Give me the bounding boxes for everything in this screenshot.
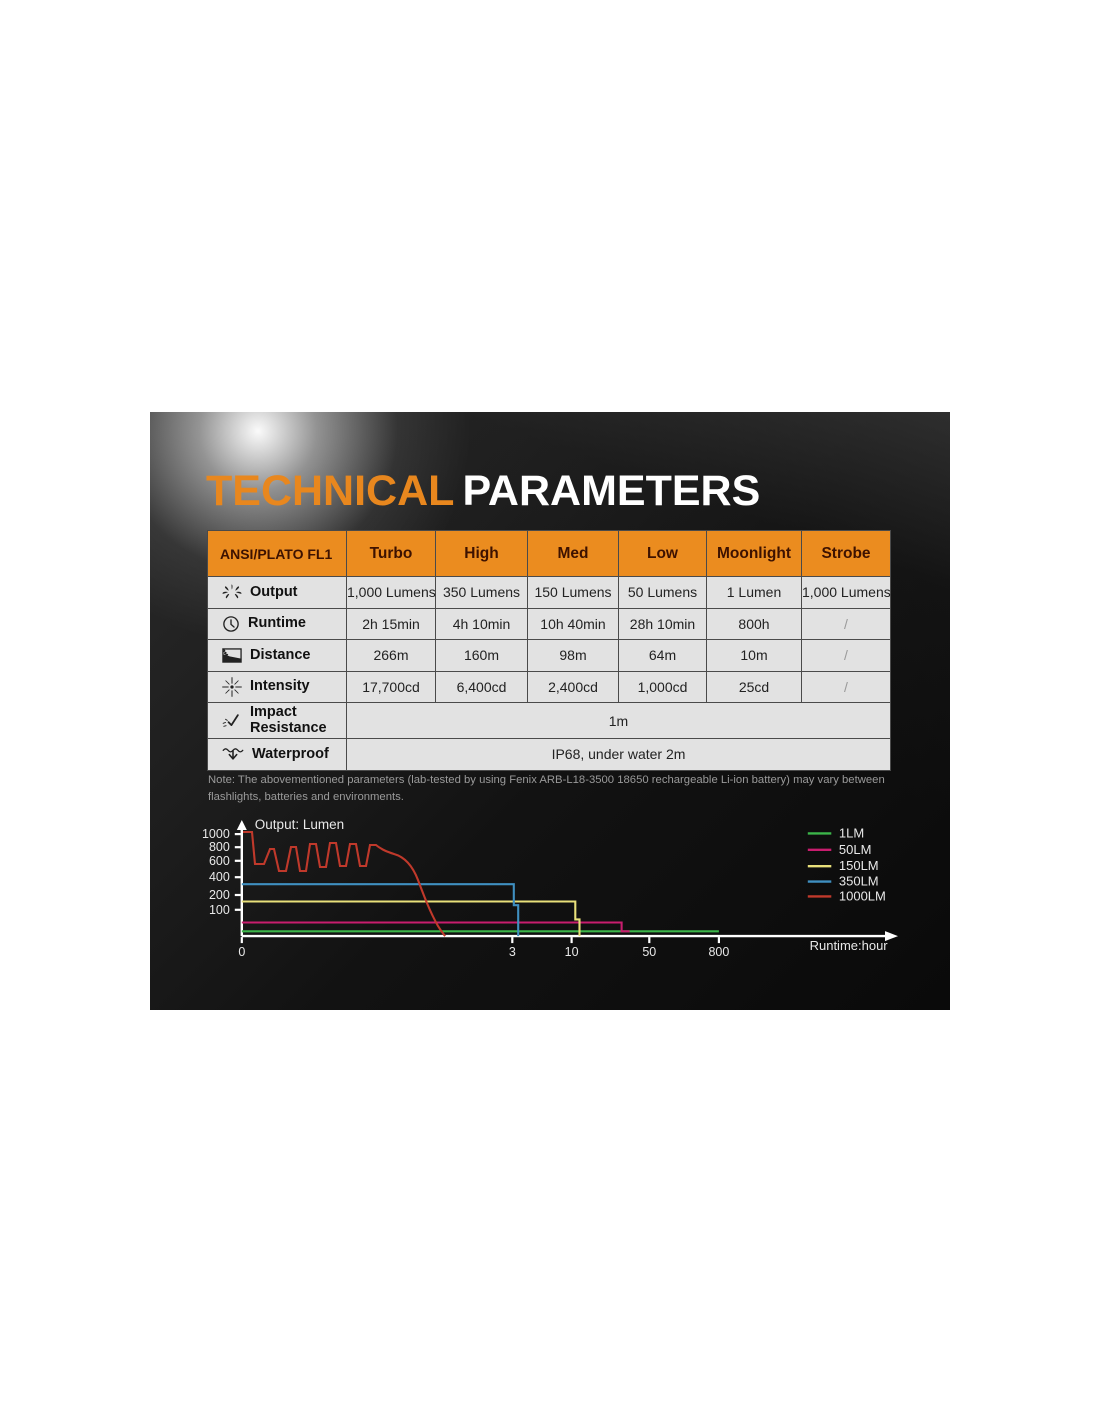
svg-text:600: 600 (209, 854, 230, 868)
svg-text:3: 3 (509, 945, 516, 959)
svg-text:200: 200 (209, 888, 230, 902)
svg-text:100: 100 (209, 903, 230, 917)
svg-text:400: 400 (209, 870, 230, 884)
svg-text:1LM: 1LM (839, 825, 864, 840)
svg-text:50: 50 (642, 945, 656, 959)
svg-text:0: 0 (238, 945, 245, 959)
svg-text:1000LM: 1000LM (839, 888, 886, 903)
svg-text:10: 10 (565, 945, 579, 959)
svg-text:800: 800 (708, 945, 729, 959)
svg-text:50LM: 50LM (839, 842, 872, 857)
svg-text:800: 800 (209, 840, 230, 854)
svg-text:350LM: 350LM (839, 874, 879, 889)
svg-text:Runtime:hour: Runtime:hour (810, 938, 889, 953)
svg-text:150LM: 150LM (839, 858, 879, 873)
svg-text:Output: Lumen: Output: Lumen (255, 817, 344, 832)
svg-text:1000: 1000 (202, 827, 230, 841)
